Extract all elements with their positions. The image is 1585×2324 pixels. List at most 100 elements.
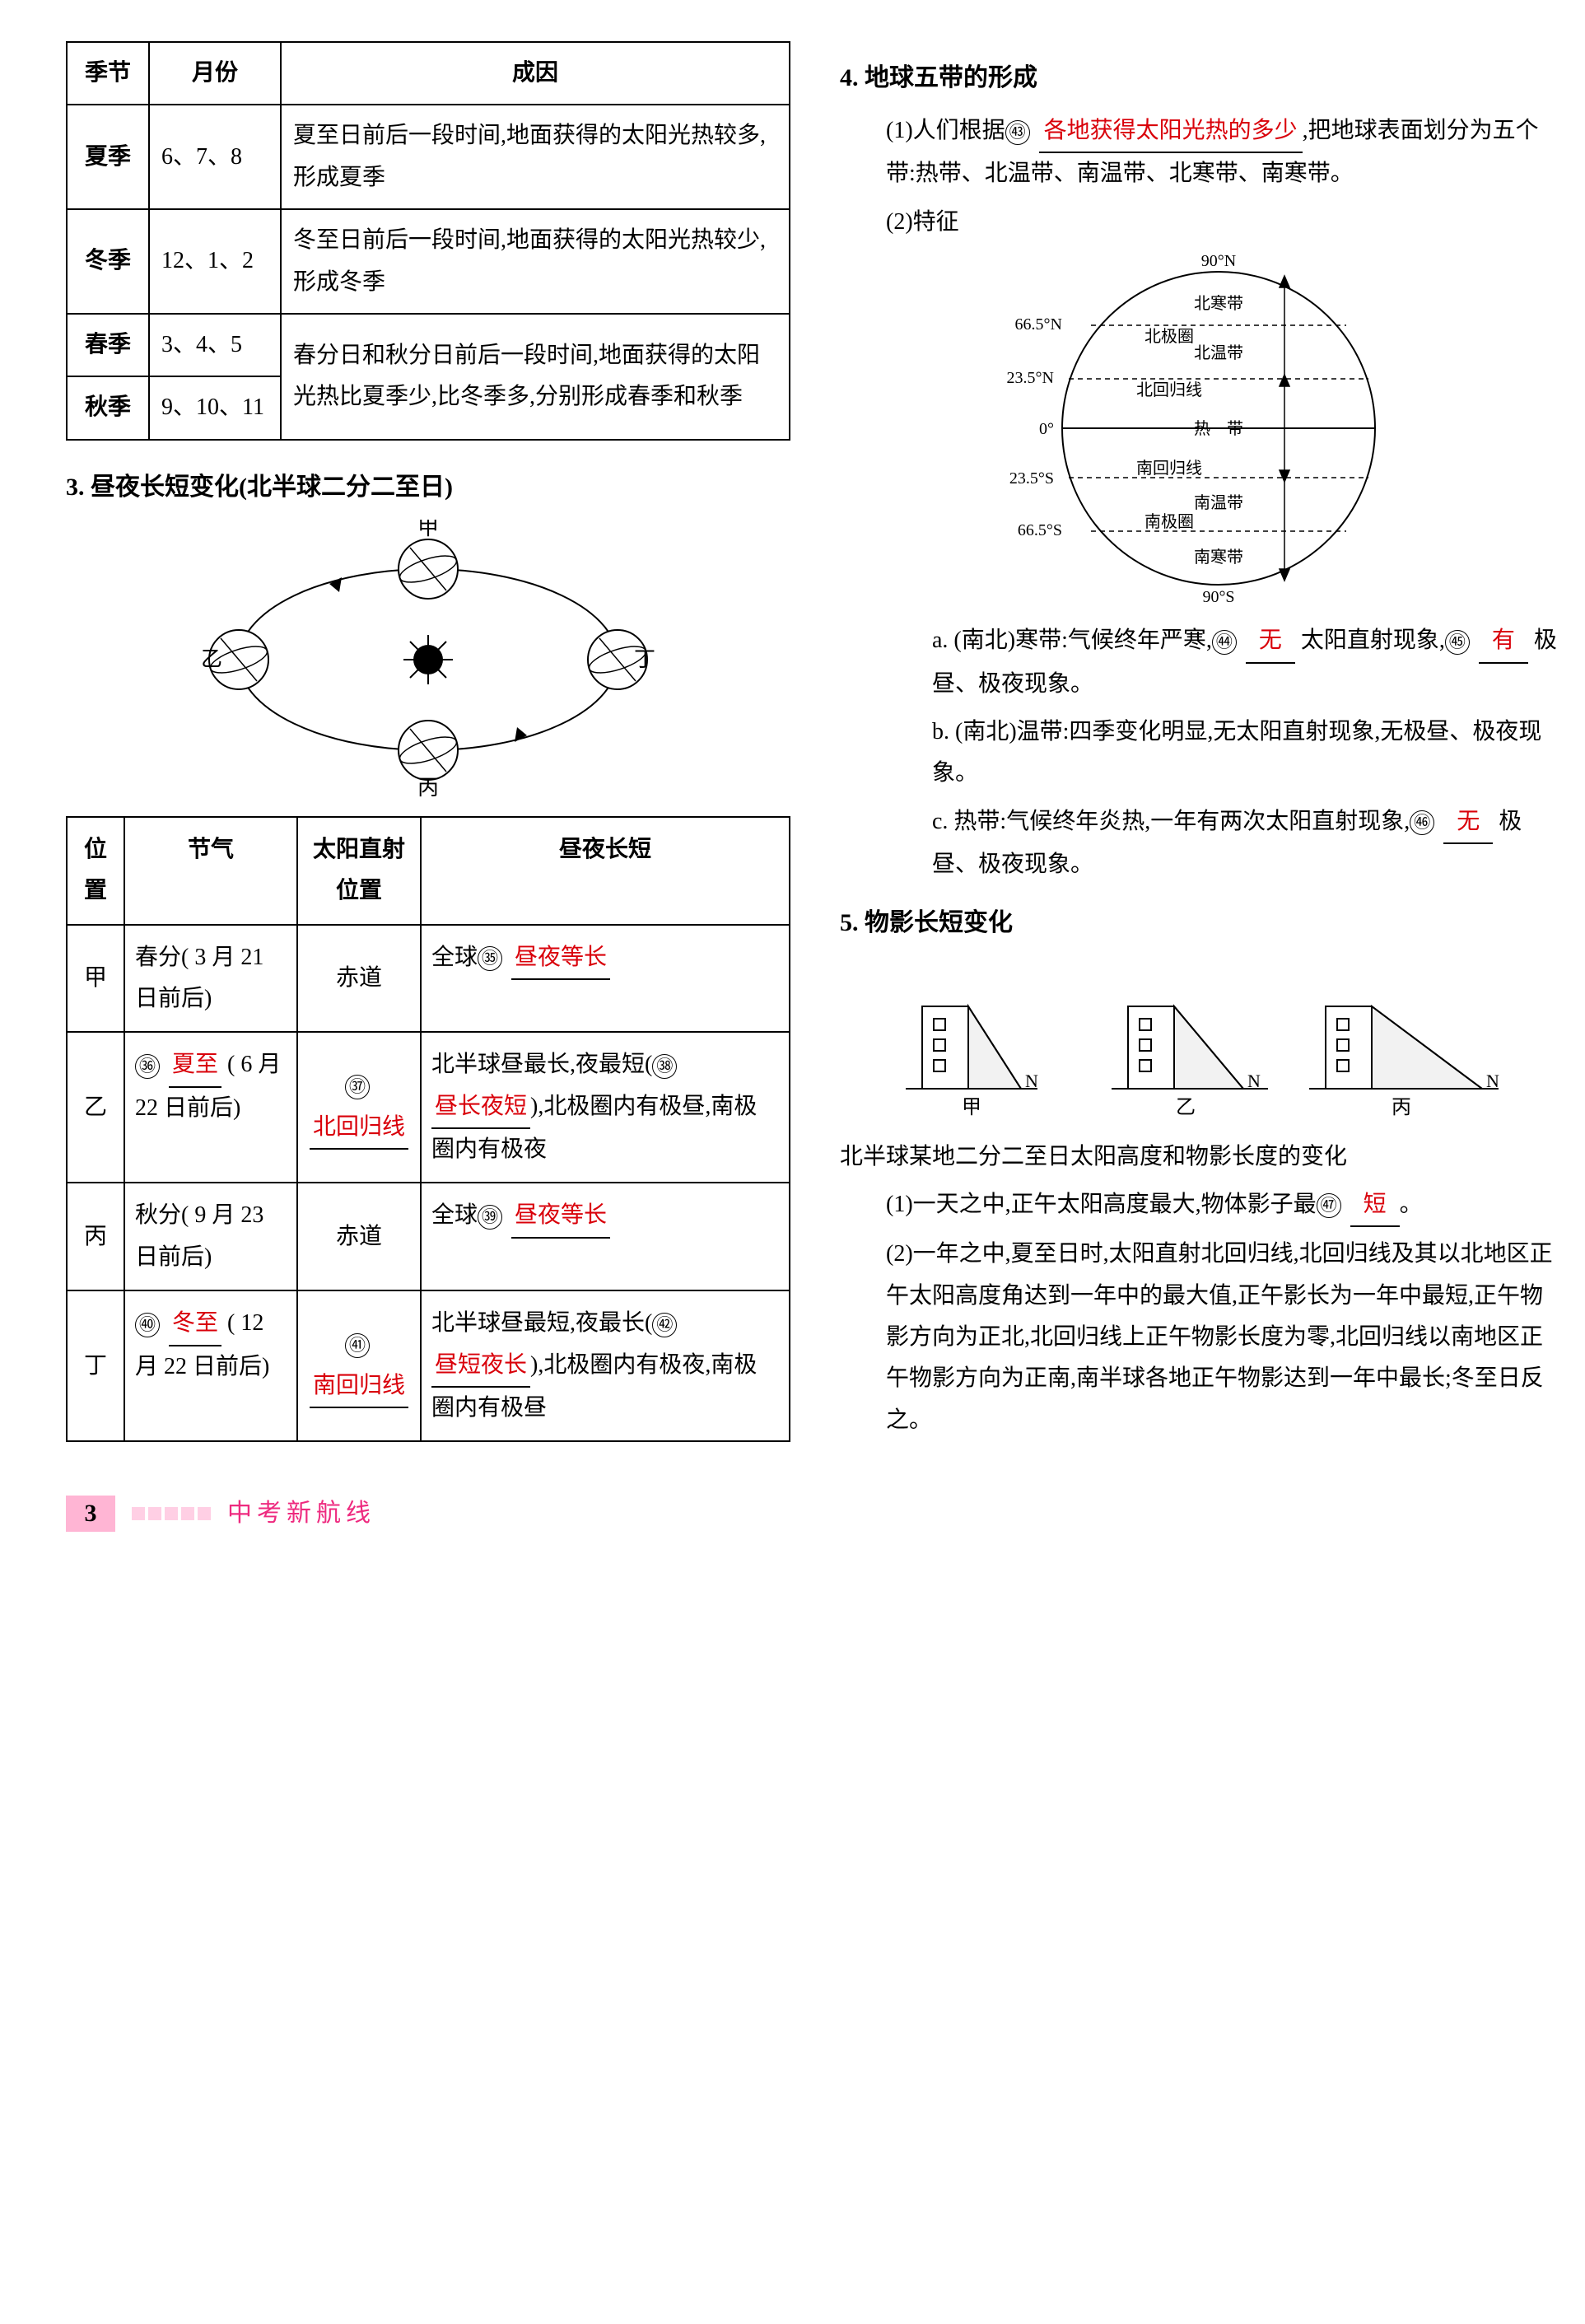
zones-diagram: 90°N 66.5°N 23.5°N 0° 23.5°S 66.5°S 90°S… [972, 251, 1433, 605]
section-4-heading: 4. 地球五带的形成 [840, 56, 1564, 100]
table-row: 冬季 12、1、2 冬至日前后一段时间,地面获得的太阳光热较少,形成冬季 [67, 209, 790, 314]
circled-number: ㉟ [478, 946, 502, 971]
cell-daynight: 北半球昼最长,夜最短(㊳ 昼长夜短),北极圈内有极昼,南极圈内有极夜 [421, 1032, 790, 1183]
th-term: 节气 [124, 817, 297, 925]
paragraph: c. 热带:气候终年炎热,一年有两次太阳直射现象,㊻ 无 极昼、极夜现象。 [840, 801, 1564, 886]
answer-blank: 南回归线 [310, 1365, 408, 1408]
table-row: 夏季 6、7、8 夏至日前后一段时间,地面获得的太阳光热较多,形成夏季 [67, 105, 790, 209]
orbit-label-right: 丁 [634, 647, 655, 671]
page-columns: 季节 月份 成因 夏季 6、7、8 夏至日前后一段时间,地面获得的太阳光热较多,… [66, 41, 1519, 1458]
answer-blank: 冬至 [169, 1303, 221, 1346]
text: (1)一天之中,正午太阳高度最大,物体影子最 [886, 1192, 1317, 1217]
svg-text:丙: 丙 [1392, 1097, 1411, 1118]
circled-number: ㊹ [1212, 630, 1237, 655]
svg-text:23.5°N: 23.5°N [1007, 369, 1054, 387]
cell-season: 春季 [67, 314, 149, 376]
orbit-label-top: 甲 [417, 520, 439, 539]
svg-text:南极圈: 南极圈 [1144, 512, 1194, 531]
answer-blank: 昼短夜长 [431, 1345, 530, 1388]
circled-number: ㊺ [1445, 630, 1470, 655]
text: (1)人们根据 [886, 118, 1005, 143]
svg-text:66.5°N: 66.5°N [1015, 315, 1062, 334]
cell-sunpos: ㊲ 北回归线 [297, 1032, 421, 1183]
page-footer: 3 中考新航线 [66, 1491, 1519, 1536]
answer-blank: 短 [1350, 1184, 1400, 1227]
cell-season: 夏季 [67, 105, 149, 209]
answer-blank: 昼夜等长 [511, 1195, 610, 1238]
cell-term: 秋分( 9 月 23 日前后) [124, 1183, 297, 1290]
svg-text:90°S: 90°S [1202, 588, 1234, 605]
text: 北半球昼最短,夜最长( [431, 1310, 652, 1336]
th-month: 月份 [149, 42, 281, 105]
shadow-diagram: N 甲 N 乙 N 丙 [897, 957, 1507, 1122]
solar-terms-table: 位置 节气 太阳直射位置 昼夜长短 甲 春分( 3 月 21 日前后) 赤道 全… [66, 816, 790, 1443]
cell-month: 9、10、11 [149, 376, 281, 439]
cell-month: 6、7、8 [149, 105, 281, 209]
section-title: 地球五带的形成 [865, 64, 1037, 91]
cell-term: ㊱ 夏至 ( 6 月 22 日前后) [124, 1032, 297, 1183]
orbit-label-left: 乙 [201, 647, 222, 671]
answer-blank: 无 [1443, 801, 1493, 844]
answer-blank: 北回归线 [310, 1107, 408, 1150]
answer-blank: 夏至 [169, 1044, 221, 1087]
circled-number: ㊶ [345, 1333, 370, 1358]
answer-blank: 有 [1479, 620, 1528, 663]
paragraph: b. (南北)温带:四季变化明显,无太阳直射现象,无极昼、极夜现象。 [840, 712, 1564, 795]
th-sunpos: 太阳直射位置 [297, 817, 421, 925]
circled-number: ㊴ [478, 1205, 502, 1230]
svg-text:南温带: 南温带 [1194, 493, 1243, 512]
th-cause: 成因 [281, 42, 790, 105]
circled-number: ㊷ [652, 1313, 677, 1337]
svg-text:0°: 0° [1039, 420, 1054, 438]
table-header-row: 季节 月份 成因 [67, 42, 790, 105]
circled-number: ㊸ [1005, 120, 1030, 145]
svg-text:N: N [1025, 1071, 1038, 1091]
cell-pos: 丁 [67, 1290, 124, 1441]
orbit-label-bottom: 丙 [417, 776, 439, 800]
cell-cause: 夏至日前后一段时间,地面获得的太阳光热较多,形成夏季 [281, 105, 790, 209]
cell-pos: 丙 [67, 1183, 124, 1290]
paragraph: (2)特征 [840, 202, 1564, 243]
svg-text:热 带: 热 带 [1194, 419, 1243, 438]
text: c. 热带:气候终年炎热,一年有两次太阳直射现象, [932, 809, 1410, 834]
answer-blank: 各地获得太阳光热的多少 [1039, 110, 1303, 153]
seasons-table: 季节 月份 成因 夏季 6、7、8 夏至日前后一段时间,地面获得的太阳光热较多,… [66, 41, 790, 441]
right-column: 4. 地球五带的形成 (1)人们根据㊸ 各地获得太阳光热的多少,把地球表面划分为… [840, 41, 1564, 1458]
cell-pos: 甲 [67, 925, 124, 1033]
table-row: 甲 春分( 3 月 21 日前后) 赤道 全球㉟ 昼夜等长 [67, 925, 790, 1033]
cell-month: 12、1、2 [149, 209, 281, 314]
cell-pos: 乙 [67, 1032, 124, 1183]
cell-sunpos: 赤道 [297, 1183, 421, 1290]
table-row: 春季 3、4、5 春分日和秋分日前后一段时间,地面获得的太阳光热比夏季少,比冬季… [67, 314, 790, 376]
page-number: 3 [66, 1496, 115, 1532]
cell-cause: 春分日和秋分日前后一段时间,地面获得的太阳光热比夏季少,比冬季多,分别形成春季和… [281, 314, 790, 440]
svg-text:90°N: 90°N [1201, 252, 1236, 270]
text: 。 [1400, 1192, 1423, 1217]
text: 北半球昼最长,夜最短( [431, 1052, 652, 1077]
svg-text:66.5°S: 66.5°S [1018, 521, 1062, 539]
left-column: 季节 月份 成因 夏季 6、7、8 夏至日前后一段时间,地面获得的太阳光热较多,… [66, 41, 790, 1458]
table-row: 丙 秋分( 9 月 23 日前后) 赤道 全球㊴ 昼夜等长 [67, 1183, 790, 1290]
circled-number: ㊻ [1410, 810, 1434, 835]
svg-text:N: N [1247, 1071, 1261, 1091]
svg-text:N: N [1486, 1071, 1499, 1091]
cell-cause: 冬至日前后一段时间,地面获得的太阳光热较少,形成冬季 [281, 209, 790, 314]
paragraph: 北半球某地二分二至日太阳高度和物影长度的变化 [840, 1136, 1564, 1178]
circled-number: ㊼ [1317, 1193, 1341, 1218]
text: a. (南北)寒带:气候终年严寒, [932, 628, 1212, 653]
svg-text:北温带: 北温带 [1194, 343, 1243, 362]
book-title: 中考新航线 [227, 1491, 375, 1536]
circled-number: ㊳ [652, 1054, 677, 1079]
cell-season: 冬季 [67, 209, 149, 314]
svg-text:23.5°S: 23.5°S [1009, 469, 1054, 488]
svg-text:北寒带: 北寒带 [1194, 294, 1243, 313]
dn-pre: 全球 [431, 945, 478, 970]
th-pos: 位置 [67, 817, 124, 925]
section-number: 5. [840, 909, 859, 936]
svg-text:甲: 甲 [962, 1097, 981, 1118]
paragraph: a. (南北)寒带:气候终年严寒,㊹ 无 太阳直射现象,㊺ 有 极昼、极夜现象。 [840, 620, 1564, 705]
section-number: 3. [66, 474, 85, 501]
footer-pixel-decoration [132, 1507, 211, 1520]
text: 太阳直射现象, [1301, 628, 1445, 653]
paragraph: (1)人们根据㊸ 各地获得太阳光热的多少,把地球表面划分为五个带:热带、北温带、… [840, 110, 1564, 195]
